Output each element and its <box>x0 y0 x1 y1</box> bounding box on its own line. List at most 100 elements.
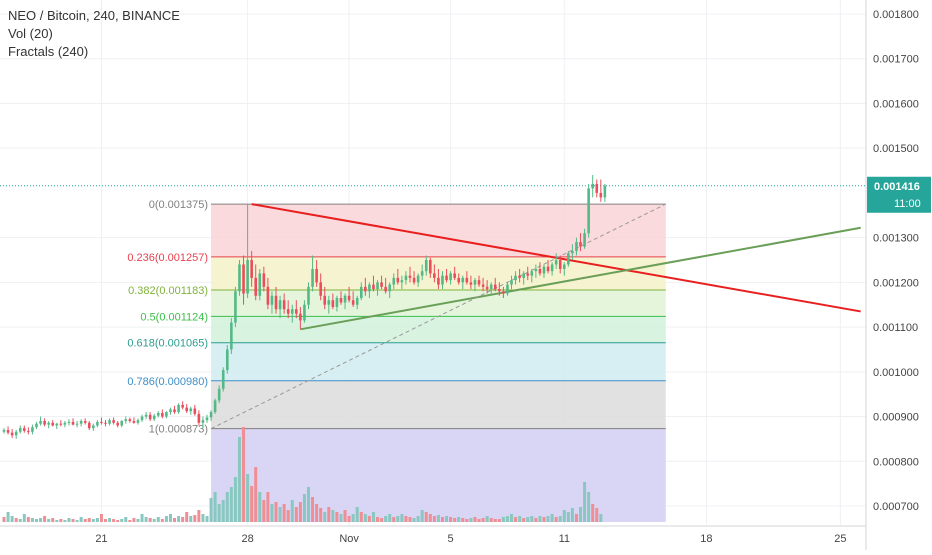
candle-body <box>465 277 469 283</box>
candle-body <box>591 183 594 189</box>
candle-body <box>575 242 578 252</box>
candle-body <box>311 268 314 287</box>
volume-bar <box>209 498 213 522</box>
candle-body <box>303 304 306 321</box>
time-tick-label: 5 <box>448 533 454 545</box>
candle-body <box>550 264 554 272</box>
candle-body <box>23 428 26 431</box>
volume-bar <box>242 427 246 522</box>
candle-body <box>331 300 335 307</box>
candle-body <box>583 233 586 247</box>
candle-body <box>108 420 111 424</box>
candle-body <box>461 277 465 283</box>
price-axis: 0.001800 0.001700 0.001600 0.001500 0.001300… <box>865 0 931 550</box>
candle-body <box>18 428 22 432</box>
trendline-dashed <box>210 203 667 430</box>
fib-level-label: 0(0.001375) <box>149 199 208 211</box>
legend-volume[interactable]: Vol (20) <box>8 26 53 41</box>
candle-body <box>514 275 517 281</box>
candle-body <box>238 264 241 292</box>
time-axis: 21 28 Nov 5 11 18 25 <box>0 525 866 545</box>
volume-bar <box>67 518 71 522</box>
volume-bar <box>237 437 241 522</box>
candle-body <box>181 404 184 408</box>
candle-body <box>571 251 574 254</box>
candle-body <box>485 286 489 290</box>
volume-bar <box>562 510 566 522</box>
candle-body <box>185 407 188 412</box>
candle-body <box>209 412 213 418</box>
volume-bar <box>307 487 310 522</box>
candle-body <box>213 400 217 413</box>
candle-body <box>315 268 318 283</box>
candle-body <box>201 420 205 423</box>
volume-bar <box>384 516 388 522</box>
volume-bar <box>396 516 400 522</box>
candle-body <box>299 313 302 321</box>
volume-bar <box>473 517 477 522</box>
candle-body <box>79 421 83 424</box>
candle-body <box>161 412 164 417</box>
legend-symbol[interactable]: NEO / Bitcoin, 240, BINANCE <box>8 8 180 23</box>
candle-body <box>603 185 607 198</box>
volume-bar <box>367 516 371 522</box>
volume-bar <box>400 514 404 522</box>
volume-bar <box>428 514 432 522</box>
volume-bar <box>526 517 530 522</box>
volume-bar <box>43 516 47 522</box>
volume-bar <box>424 512 428 522</box>
candle-body <box>526 273 530 276</box>
candle-body <box>376 282 379 290</box>
volume-bar <box>47 519 51 522</box>
candle-body <box>347 295 351 301</box>
volume-bar <box>51 518 55 522</box>
volume-bar <box>339 514 343 522</box>
legend-fractals[interactable]: Fractals (240) <box>8 44 89 59</box>
volume-bar <box>522 518 526 522</box>
volume-bar <box>347 516 351 522</box>
volume-bar <box>497 519 501 522</box>
candle-body <box>242 264 245 294</box>
price-tick-label: 0.001600 <box>873 98 919 110</box>
volume-bar <box>469 518 473 522</box>
candle-body <box>270 295 274 305</box>
volume-bar <box>71 519 75 522</box>
candle-body <box>489 284 493 290</box>
candle-body <box>339 298 343 303</box>
candle-body <box>437 277 440 285</box>
volume-bar <box>91 519 95 522</box>
volume-bar <box>440 517 444 522</box>
candle-body <box>408 275 412 278</box>
volume-bar <box>542 517 546 522</box>
volume-bar <box>359 512 363 522</box>
candle-body <box>254 277 258 296</box>
volume-bar <box>404 516 408 522</box>
volume-bar <box>144 517 148 522</box>
volume-bar <box>485 516 489 522</box>
candle-body <box>449 273 452 281</box>
volume-bar <box>587 492 591 522</box>
candle-body <box>55 423 59 426</box>
volume-bar <box>599 514 603 522</box>
time-tick-label: 25 <box>834 533 846 545</box>
candle-body <box>152 415 156 420</box>
volume-bar <box>104 519 107 522</box>
candle-body <box>246 260 249 294</box>
volume-bar <box>481 518 485 522</box>
volume-bar <box>148 518 152 522</box>
candle-body <box>124 419 128 422</box>
volume-bar <box>168 514 172 522</box>
volume-bar <box>319 508 323 522</box>
candle-body <box>39 421 42 424</box>
candle-body <box>506 284 509 294</box>
candle-body <box>51 422 55 426</box>
volume-bar <box>55 520 59 522</box>
candle-body <box>355 298 359 305</box>
volume-bar <box>465 519 469 522</box>
volume-bar <box>18 519 22 522</box>
candle-body <box>493 284 497 290</box>
volume-bar <box>591 504 595 522</box>
volume-bar <box>39 518 43 522</box>
